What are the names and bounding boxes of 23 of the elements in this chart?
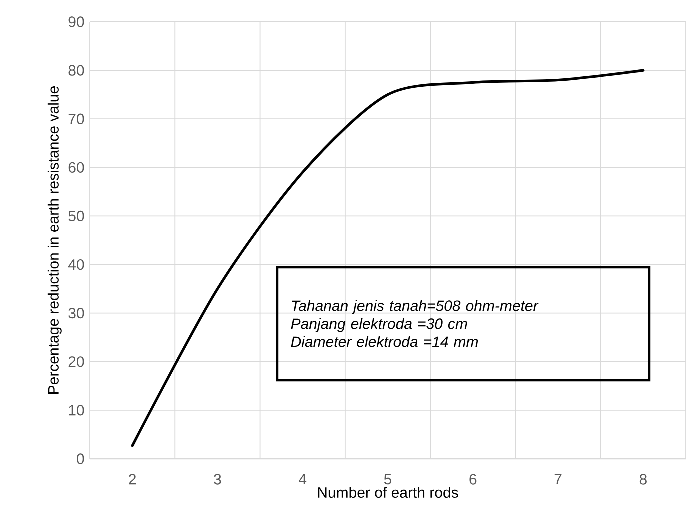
x-tick-label: 7 <box>554 474 562 485</box>
y-tick-label: 40 <box>68 259 84 270</box>
x-axis-title: Number of earth rods <box>318 487 458 498</box>
x-tick-label: 3 <box>214 474 222 485</box>
y-tick-label: 80 <box>68 65 84 76</box>
x-tick-label: 8 <box>640 474 647 485</box>
y-tick-label: 30 <box>68 308 84 319</box>
x-tick-label: 2 <box>129 474 136 485</box>
x-tick-label: 6 <box>470 474 477 485</box>
y-tick-label: 10 <box>69 405 84 416</box>
annotation: Tahanan jenis tanah=508 ohm-meter <box>292 300 539 314</box>
x-tick-label: 4 <box>299 474 307 485</box>
x-tick-label: 5 <box>384 474 392 485</box>
y-axis-title: Percentage reduction in earth resistance value <box>48 86 62 394</box>
y-tick-label: 70 <box>68 114 84 124</box>
y-tick-label: 90 <box>68 16 84 28</box>
y-tick-label: 50 <box>68 210 84 222</box>
annotation: Diameter elektroda =14 mm <box>291 336 478 348</box>
y-tick-label: 0 <box>77 454 84 464</box>
annotation: Panjang elektroda =30 cm <box>291 318 468 332</box>
line-series <box>131 69 645 448</box>
y-tick-label: 20 <box>68 356 84 368</box>
y-tick-label: 60 <box>68 162 84 173</box>
